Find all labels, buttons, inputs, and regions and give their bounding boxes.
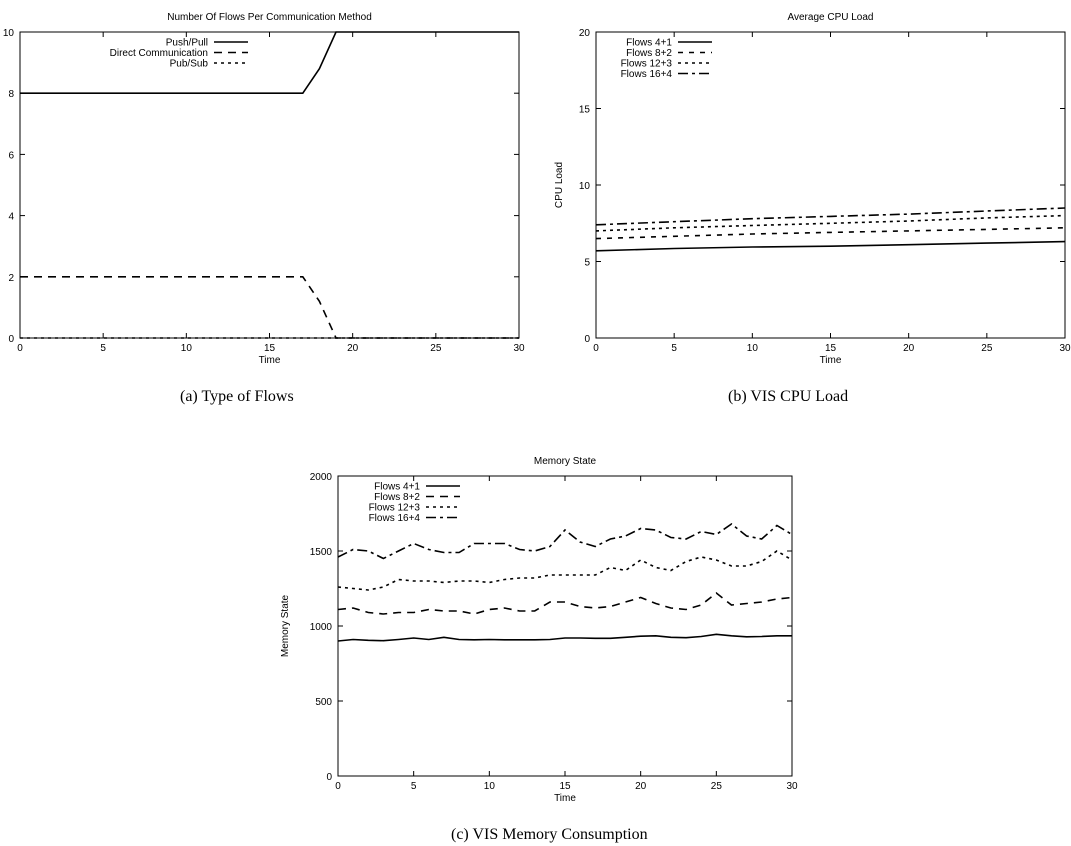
legend-label: Flows 12+3 xyxy=(621,59,673,70)
x-tick-label: 10 xyxy=(181,343,193,354)
series-line-1 xyxy=(596,240,1065,252)
x-tick-label: 10 xyxy=(747,343,759,354)
x-tick-label: 30 xyxy=(513,343,525,354)
chart-cpu-load: Average CPU Load 0 5 10 15 20 25 30 0 5 10 15 20 Time… xyxy=(554,12,1071,366)
plot-frame xyxy=(19,31,520,339)
series-line-3 xyxy=(596,214,1065,232)
legend-label: Flows 8+2 xyxy=(626,48,672,59)
series-line-1 xyxy=(20,31,519,94)
legend-label: Push/Pull xyxy=(166,38,208,49)
y-tick-label: 1000 xyxy=(310,622,333,633)
y-tick-label: 0 xyxy=(8,334,14,345)
x-tick-label: 5 xyxy=(671,343,677,354)
x-tick-label: 0 xyxy=(17,343,23,354)
x-tick-label: 20 xyxy=(903,343,915,354)
x-tick-label: 10 xyxy=(484,781,496,792)
legend-label: Direct Communication xyxy=(110,48,208,59)
x-tick-label: 15 xyxy=(264,343,276,354)
y-tick-label: 500 xyxy=(315,697,332,708)
caption-a: (a) Type of Flows xyxy=(180,388,294,405)
caption-c: (c) VIS Memory Consumption xyxy=(451,826,648,843)
legend-label: Flows 12+3 xyxy=(369,503,421,514)
x-tick-label: 25 xyxy=(711,781,723,792)
y-tick-label: 10 xyxy=(3,28,15,39)
y-axis-label: CPU Load xyxy=(554,162,565,208)
legend-label: Pub/Sub xyxy=(170,59,209,70)
y-tick-label: 4 xyxy=(8,212,14,223)
series-line-2 xyxy=(20,275,519,339)
y-tick-label: 15 xyxy=(579,105,591,116)
y-tick-label: 0 xyxy=(584,334,590,345)
x-axis-label: Time xyxy=(259,355,281,366)
series-line-2 xyxy=(596,227,1065,240)
y-tick-label: 2000 xyxy=(310,472,333,483)
y-axis-label: Memory State xyxy=(280,594,291,657)
y-tick-label: 6 xyxy=(8,150,14,161)
legend-label: Flows 16+4 xyxy=(369,513,421,524)
x-axis-label: Time xyxy=(554,793,576,804)
legend-label: Flows 16+4 xyxy=(621,69,673,80)
chart-title: Memory State xyxy=(534,456,597,467)
x-tick-label: 5 xyxy=(100,343,106,354)
y-tick-label: 0 xyxy=(326,772,332,783)
legend-label: Flows 4+1 xyxy=(626,38,672,49)
x-tick-label: 15 xyxy=(825,343,837,354)
series-line-2 xyxy=(338,591,792,615)
y-tick-label: 2 xyxy=(8,273,14,284)
chart-title: Number Of Flows Per Communication Method xyxy=(167,12,372,23)
series-line-4 xyxy=(596,207,1065,226)
series-line-4 xyxy=(338,523,792,560)
y-tick-label: 8 xyxy=(8,89,14,100)
chart-flow-types: Number Of Flows Per Communication Method… xyxy=(3,12,525,366)
y-tick-label: 20 xyxy=(579,28,591,39)
x-axis-label: Time xyxy=(820,355,842,366)
x-tick-label: 15 xyxy=(559,781,571,792)
x-tick-label: 20 xyxy=(347,343,359,354)
x-tick-label: 25 xyxy=(981,343,993,354)
x-tick-label: 30 xyxy=(786,781,798,792)
x-tick-label: 25 xyxy=(430,343,442,354)
x-tick-label: 5 xyxy=(411,781,417,792)
y-tick-label: 5 xyxy=(584,258,590,269)
x-tick-label: 0 xyxy=(335,781,341,792)
chart-memory-state: Memory State 0 5 10 15 20 25 30 0 500 1000 1500 2000… xyxy=(280,456,798,804)
series-line-1 xyxy=(338,633,792,642)
chart-title: Average CPU Load xyxy=(788,12,874,23)
legend-label: Flows 8+2 xyxy=(374,492,420,503)
y-tick-label: 10 xyxy=(579,181,591,192)
y-tick-label: 1500 xyxy=(310,547,333,558)
series-line-3 xyxy=(338,550,792,591)
x-tick-label: 30 xyxy=(1059,343,1071,354)
x-tick-label: 20 xyxy=(635,781,647,792)
caption-b: (b) VIS CPU Load xyxy=(728,388,849,405)
x-tick-label: 0 xyxy=(593,343,599,354)
legend-label: Flows 4+1 xyxy=(374,482,420,493)
